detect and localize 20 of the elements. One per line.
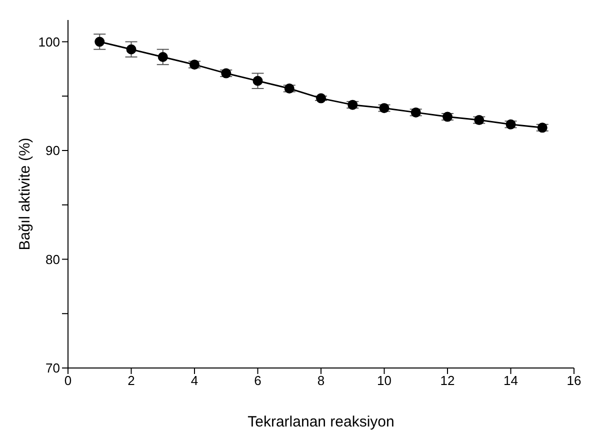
y-tick-label: 80: [46, 252, 60, 267]
point: [126, 44, 136, 54]
x-tick-label: 2: [128, 373, 135, 388]
y-axis-title: Bağıl aktivite (%): [16, 138, 34, 250]
point: [316, 93, 326, 104]
point: [252, 76, 263, 86]
x-tick-label: 12: [440, 373, 455, 388]
point: [158, 52, 168, 62]
x-axis-title: Tekrarlanan reaksiyon: [248, 414, 394, 431]
x-tick-label: 16: [566, 373, 582, 388]
x-tick-label: 0: [64, 373, 72, 388]
y-tick-label: 90: [46, 143, 60, 158]
point: [94, 36, 105, 47]
x-tick-label: 4: [190, 373, 198, 388]
x-tick-label: 10: [377, 373, 392, 388]
x-tick-label: 8: [317, 373, 325, 388]
y-tick-label: 100: [38, 34, 60, 50]
y-tick-label: 70: [46, 360, 60, 376]
x-tick-label: 14: [504, 373, 518, 388]
x-tick-label: 6: [254, 373, 262, 388]
